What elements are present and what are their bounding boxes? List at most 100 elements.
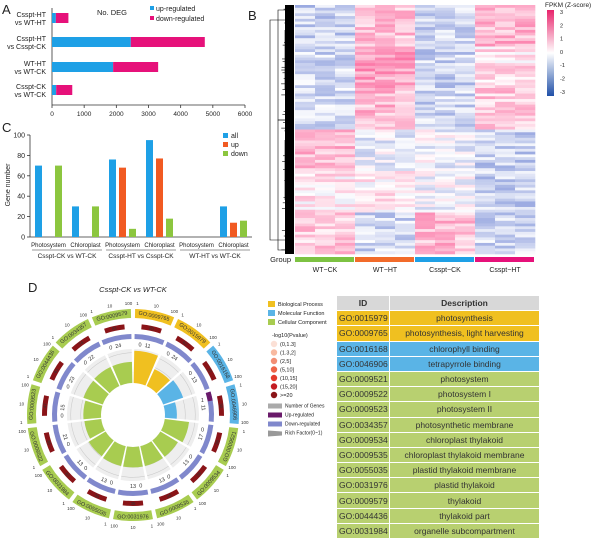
heatmap-cell: [375, 10, 396, 14]
heatmap-cell: [495, 13, 516, 17]
heatmap-cell: [355, 104, 376, 108]
heatmap-cell: [375, 146, 396, 150]
heatmap-cell: [515, 82, 536, 86]
heatmap-cell: [335, 234, 356, 238]
go-id: GO:0009535: [337, 447, 389, 463]
heatmap-cell: [455, 229, 476, 233]
go-term-band: [72, 494, 111, 519]
heatmap-cell: [435, 242, 456, 246]
heatmap-cell: [315, 171, 336, 175]
heatmap-cell: [455, 123, 476, 128]
go-id: GO:0031976: [337, 478, 389, 493]
chart-title: No. DEG: [97, 8, 127, 17]
heatmap-cell: [515, 79, 536, 83]
heatmap-cell: [295, 215, 316, 219]
heatmap-cell: [375, 198, 396, 202]
heatmap-cell: [355, 220, 376, 224]
heatmap-cell: [435, 10, 456, 14]
heatmap-cell: [315, 129, 336, 133]
heatmap-cell: [415, 96, 436, 100]
go-term-band: [225, 384, 239, 424]
y-tick-label: 0: [21, 235, 25, 242]
heatmap-cell: [335, 187, 356, 191]
heatmap-cell: [315, 96, 336, 100]
heatmap-cell: [515, 40, 536, 45]
heatmap-cell: [495, 118, 516, 122]
heatmap-cell: [315, 162, 336, 166]
heatmap-cell: [415, 229, 436, 233]
heatmap-cell: [375, 135, 396, 139]
heatmap-cell: [315, 165, 336, 169]
heatmap-cell: [315, 40, 336, 45]
y-axis-label: Gene number: [5, 163, 12, 206]
heatmap-cell: [295, 187, 316, 191]
heatmap-cell: [415, 179, 436, 183]
legend-swatch: [223, 133, 228, 138]
heatmap-cell: [295, 13, 316, 17]
heatmap-cell: [455, 101, 476, 105]
heatmap-cell: [435, 218, 456, 222]
heatmap-cell: [315, 101, 336, 105]
heatmap-cell: [395, 209, 416, 213]
heatmap-cell: [455, 193, 476, 197]
heatmap-cell: [315, 93, 336, 97]
heatmap-cell: [495, 237, 516, 241]
grid-ring: [87, 441, 102, 457]
heatmap-cell: [475, 240, 496, 244]
heatmap-cell: [435, 162, 456, 166]
heatmap-cell: [295, 179, 316, 183]
heatmap-cell: [395, 10, 416, 14]
heatmap-cell: [355, 118, 376, 122]
heatmap-cell: [435, 187, 456, 191]
heatmap-cell: [475, 201, 496, 205]
heatmap-cell: [375, 190, 396, 194]
heatmap-cell: [495, 57, 516, 61]
heatmap-cell: [395, 85, 416, 89]
gene-count-label: 13: [100, 477, 108, 485]
heatmap-cell: [415, 27, 436, 31]
heatmap-cell: [395, 223, 416, 227]
bar-up-regulated: [52, 37, 131, 47]
heatmap-cell: [435, 245, 456, 249]
go-term-band: [155, 494, 194, 519]
category-label: Csspt-CK: [16, 84, 46, 91]
heatmap-cell: [435, 123, 456, 128]
heatmap-cell: [395, 132, 416, 136]
heatmap-cell: [355, 209, 376, 213]
heatmap-cell: [355, 115, 376, 119]
heatmap-cell: [335, 52, 356, 56]
heatmap-cell: [315, 218, 336, 222]
grid-ring: [97, 465, 119, 476]
heatmap-cell: [355, 229, 376, 233]
heatmap-cell: [355, 29, 376, 33]
heatmap-cell: [435, 148, 456, 152]
category-label: vs Csspt-CK: [7, 44, 46, 51]
heatmap-cell: [375, 93, 396, 97]
heatmap-cell: [295, 65, 316, 69]
heatmap-cell: [515, 229, 536, 233]
heatmap-cell: [455, 148, 476, 152]
heatmap-cell: [415, 93, 436, 97]
heatmap-cell: [415, 223, 436, 227]
grid-ring: [70, 396, 74, 421]
heatmap-cell: [495, 157, 516, 161]
heatmap-cell: [315, 184, 336, 188]
heatmap-cell: [315, 79, 336, 83]
heatmap-cell: [415, 10, 436, 14]
up-count-label: 0: [60, 413, 63, 419]
heatmap-cell: [395, 212, 416, 216]
heatmap-cell: [355, 204, 376, 208]
heatmap-cell: [475, 159, 496, 163]
heatmap-cell: [335, 251, 356, 255]
legend-label: Up-regulated: [285, 413, 314, 419]
grid-ring: [80, 421, 88, 441]
rich-factor-bar: [123, 446, 143, 468]
heatmap-cell: [395, 162, 416, 166]
heatmap-cell: [475, 104, 496, 108]
down-regulated-bar: [63, 454, 88, 480]
pvalue-bar: [42, 395, 50, 416]
go-description: tetrapyrrole binding: [390, 356, 539, 371]
go-description: photosynthetic membrane: [390, 417, 539, 432]
heatmap-cell: [395, 76, 416, 80]
heatmap-cell: [515, 176, 536, 180]
